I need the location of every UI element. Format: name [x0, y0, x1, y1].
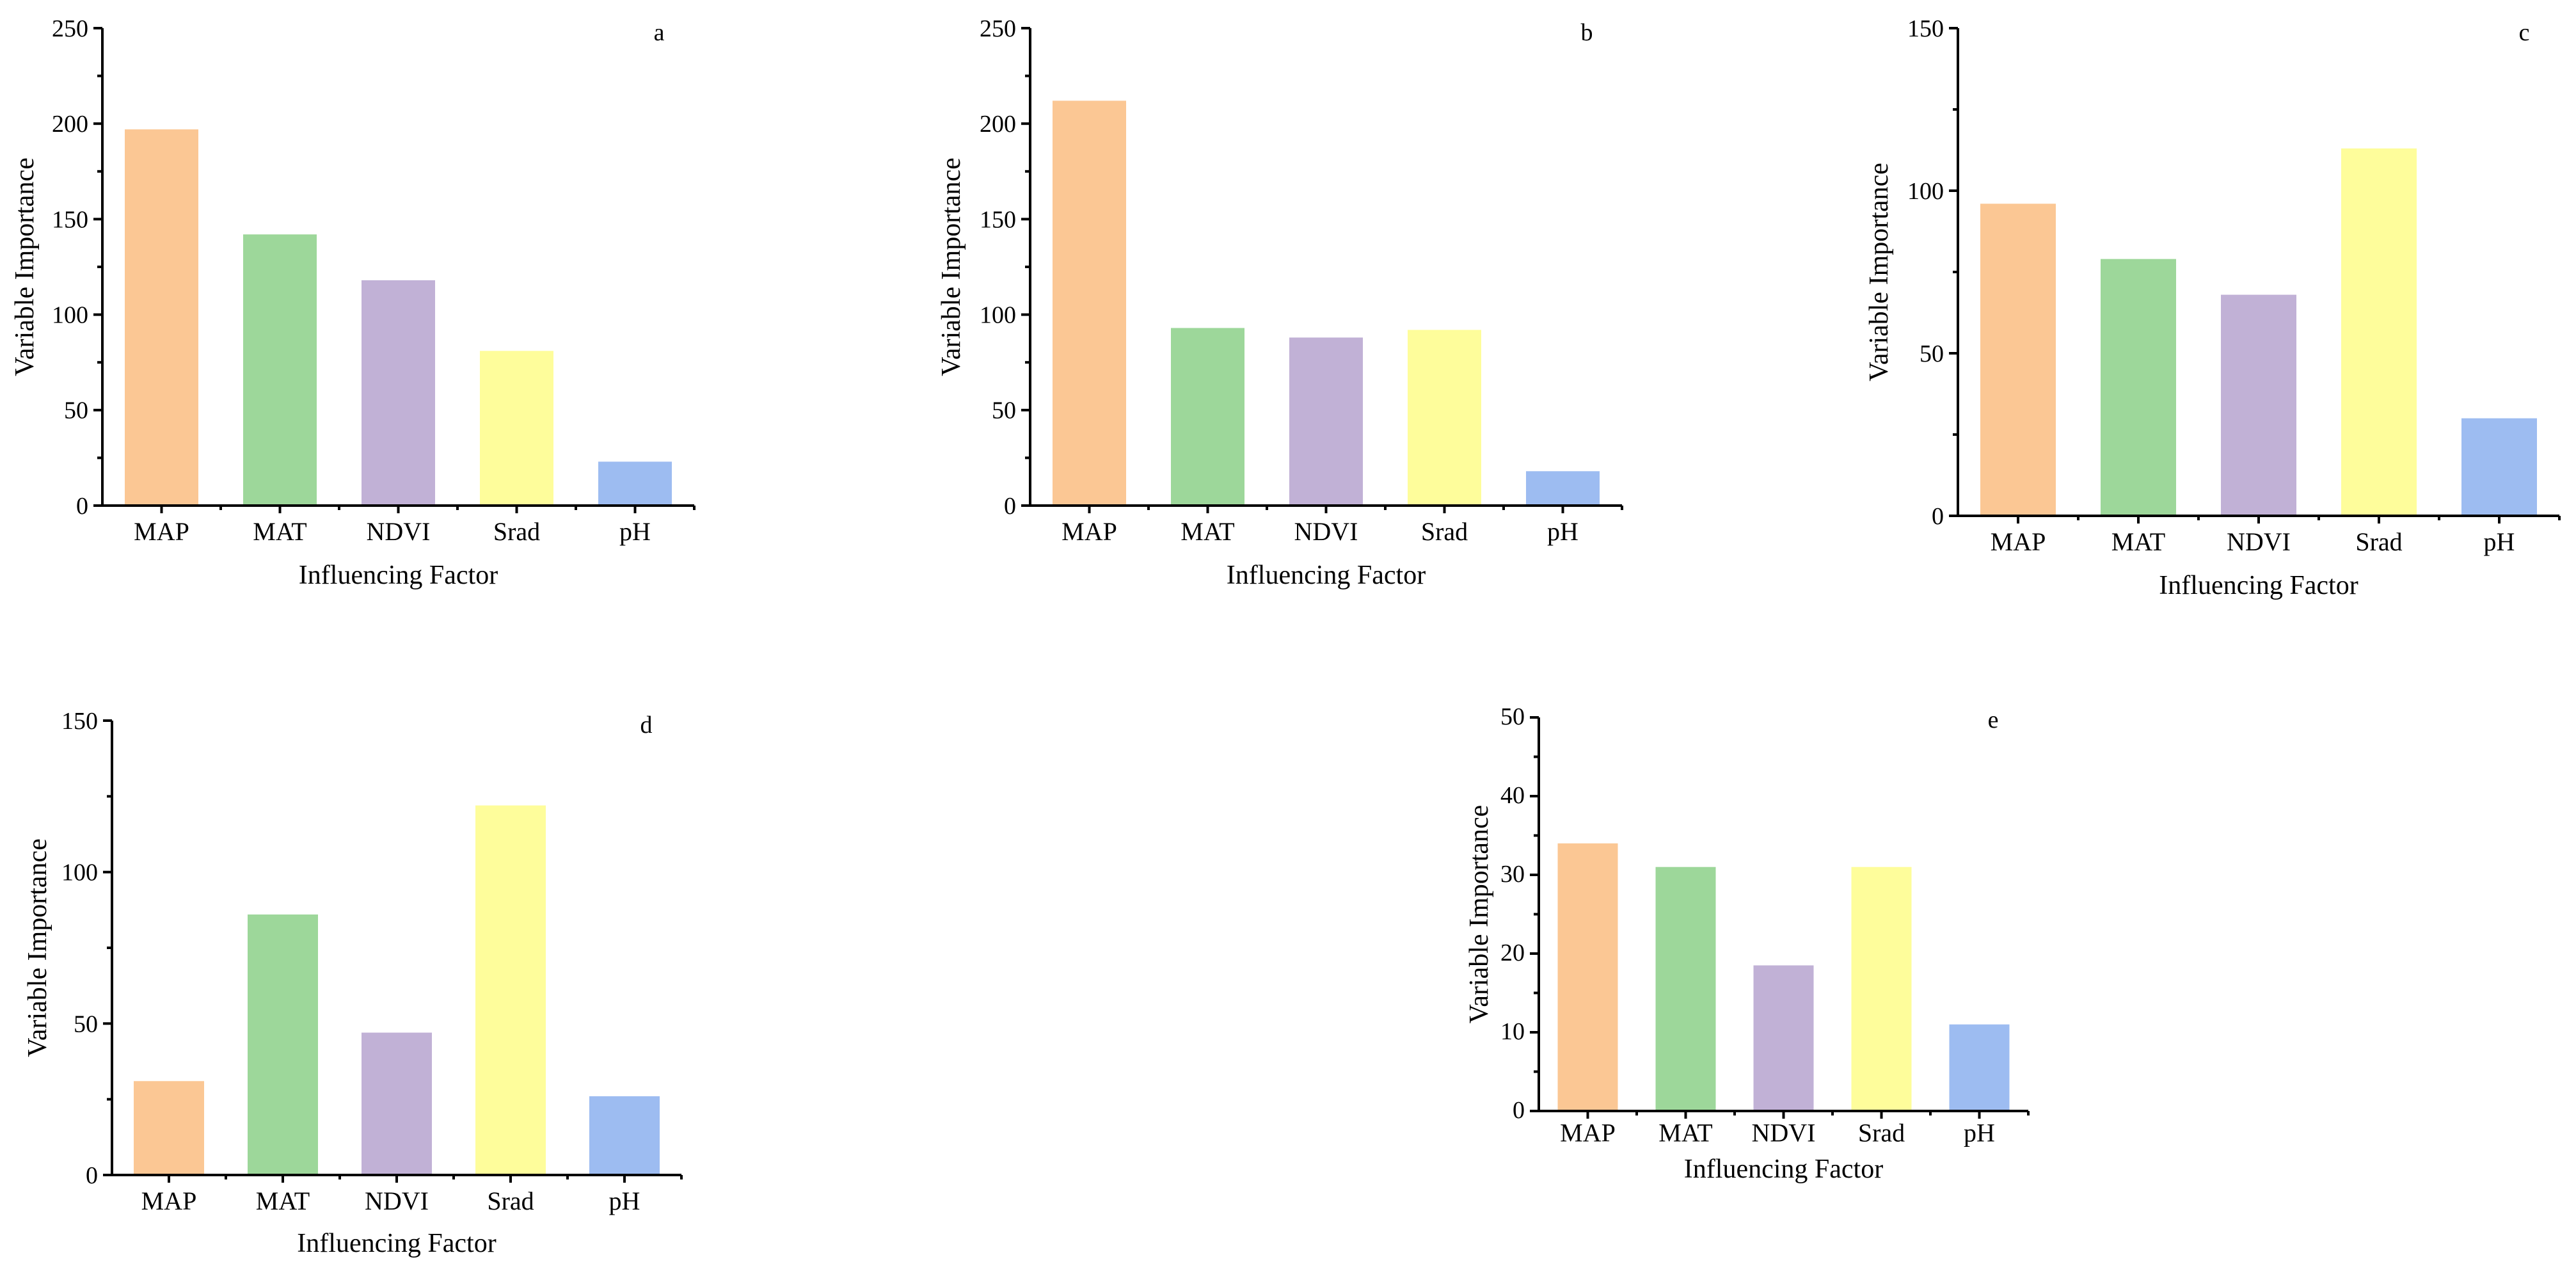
y-tick-label: 0: [76, 493, 88, 520]
bar-mat: [2101, 259, 2176, 516]
x-axis-title: Influencing Factor: [2159, 571, 2358, 600]
x-axis-title: Influencing Factor: [1684, 1155, 1883, 1184]
x-axis-title: Influencing Factor: [299, 561, 498, 590]
bar-srad: [2341, 148, 2417, 516]
x-tick-label-ndvi: NDVI: [365, 1187, 429, 1215]
y-axis-title: Variable Importance: [937, 157, 966, 376]
chart-panel-b: 0 50 100 150 200 250 MAP MAT NDVI Srad pH Influenci…: [937, 15, 1623, 590]
x-tick-label-map: MAP: [134, 517, 189, 546]
x-tick-label-mat: MAT: [256, 1187, 310, 1215]
x-axis-title: Influencing Factor: [297, 1229, 496, 1258]
x-tick-label-ndvi: NDVI: [1752, 1119, 1816, 1147]
bar-map: [1980, 204, 2056, 516]
panel-label: b: [1581, 19, 1593, 46]
bar-map: [1557, 843, 1618, 1111]
bar-ph: [589, 1096, 660, 1175]
bar-srad: [1851, 867, 1912, 1111]
bar-ndvi: [2221, 294, 2296, 516]
bar-ndvi: [362, 280, 435, 506]
y-tick-label: 150: [61, 708, 98, 735]
x-tick-label-ndvi: NDVI: [2227, 527, 2291, 556]
x-tick-label-map: MAP: [1061, 517, 1117, 546]
y-tick-label: 250: [52, 15, 88, 42]
y-tick-label: 100: [61, 859, 98, 886]
bar-srad: [475, 805, 546, 1175]
bar-srad: [1408, 330, 1481, 506]
x-tick-label-srad: Srad: [2355, 527, 2402, 556]
bar-ndvi: [1289, 337, 1363, 506]
x-axis-title: Influencing Factor: [1227, 561, 1426, 590]
x-tick-label-ndvi: NDVI: [367, 517, 431, 546]
y-tick-label: 0: [1932, 503, 1944, 530]
panel-label: d: [640, 712, 653, 739]
bar-ndvi: [362, 1032, 432, 1175]
chart-panel-e: 0 10 20 30 40 50 MAP MAT NDVI Srad pH Influencing F…: [1465, 703, 2030, 1184]
chart-panel-d: 0 50 100 150 MAP MAT NDVI Srad pH Influencing Fac…: [23, 708, 683, 1258]
bar-mat: [1655, 867, 1716, 1111]
x-tick-label-srad: Srad: [1421, 517, 1468, 546]
bar-ph: [1949, 1024, 2010, 1111]
x-tick-label-mat: MAT: [253, 517, 306, 546]
y-axis-title: Variable Importance: [10, 157, 40, 376]
y-tick-label: 250: [980, 15, 1016, 42]
y-axis-title: Variable Importance: [1864, 163, 1894, 381]
y-tick-label: 30: [1500, 861, 1525, 888]
bar-mat: [1171, 328, 1244, 506]
y-tick-label: 0: [1004, 493, 1016, 520]
x-tick-label-ph: pH: [2484, 527, 2515, 556]
y-tick-label: 150: [1907, 15, 1944, 42]
bar-mat: [248, 914, 318, 1175]
x-tick-label-map: MAP: [141, 1187, 197, 1215]
bar-srad: [480, 351, 553, 506]
y-tick-label: 40: [1500, 782, 1525, 809]
x-tick-label-srad: Srad: [487, 1187, 534, 1215]
y-axis-title: Variable Importance: [23, 838, 52, 1057]
bar-ph: [598, 461, 672, 506]
x-tick-label-map: MAP: [1991, 527, 2046, 556]
y-tick-label: 20: [1500, 939, 1525, 966]
x-tick-label-ph: pH: [1964, 1119, 1995, 1147]
x-tick-label-mat: MAT: [1658, 1119, 1712, 1147]
y-tick-label: 10: [1500, 1018, 1525, 1045]
bar-ph: [2461, 418, 2537, 516]
x-tick-label-mat: MAT: [2111, 527, 2165, 556]
y-axis-title: Variable Importance: [1465, 805, 1494, 1024]
y-tick-label: 50: [1920, 340, 1944, 367]
y-tick-label: 100: [1907, 178, 1944, 205]
y-tick-label: 200: [52, 111, 88, 138]
x-tick-label-ndvi: NDVI: [1294, 517, 1358, 546]
x-tick-label-map: MAP: [1560, 1119, 1616, 1147]
y-tick-label: 50: [74, 1011, 98, 1037]
bar-map: [1053, 100, 1126, 506]
chart-panel-c: 0 50 100 150 MAP MAT NDVI Srad pH Influencing Fac…: [1864, 15, 2561, 600]
x-tick-label-srad: Srad: [1858, 1119, 1905, 1147]
y-tick-label: 50: [1500, 703, 1525, 730]
panel-label: c: [2519, 19, 2530, 46]
x-tick-label-srad: Srad: [493, 517, 540, 546]
y-tick-label: 150: [980, 206, 1016, 233]
x-tick-label-ph: pH: [619, 517, 651, 546]
y-tick-label: 200: [980, 111, 1016, 138]
bar-mat: [243, 234, 317, 506]
y-tick-label: 0: [86, 1162, 98, 1189]
x-tick-label-mat: MAT: [1181, 517, 1234, 546]
y-tick-label: 100: [52, 302, 88, 329]
panel-label: a: [654, 19, 665, 46]
y-tick-label: 100: [980, 302, 1016, 329]
bar-ph: [1526, 471, 1600, 506]
x-tick-label-ph: pH: [609, 1187, 640, 1215]
bar-map: [125, 129, 198, 506]
y-tick-label: 0: [1513, 1097, 1525, 1124]
y-tick-label: 50: [64, 397, 88, 424]
panel-label: e: [1988, 707, 1999, 733]
x-tick-label-ph: pH: [1547, 517, 1578, 546]
chart-panel-a: 0 50 100 150 200 250 MAP MAT NDVI Srad pH Influenci…: [10, 15, 696, 590]
bar-map: [134, 1081, 204, 1175]
y-tick-label: 50: [992, 397, 1016, 424]
y-tick-label: 150: [52, 206, 88, 233]
bar-ndvi: [1753, 965, 1814, 1111]
